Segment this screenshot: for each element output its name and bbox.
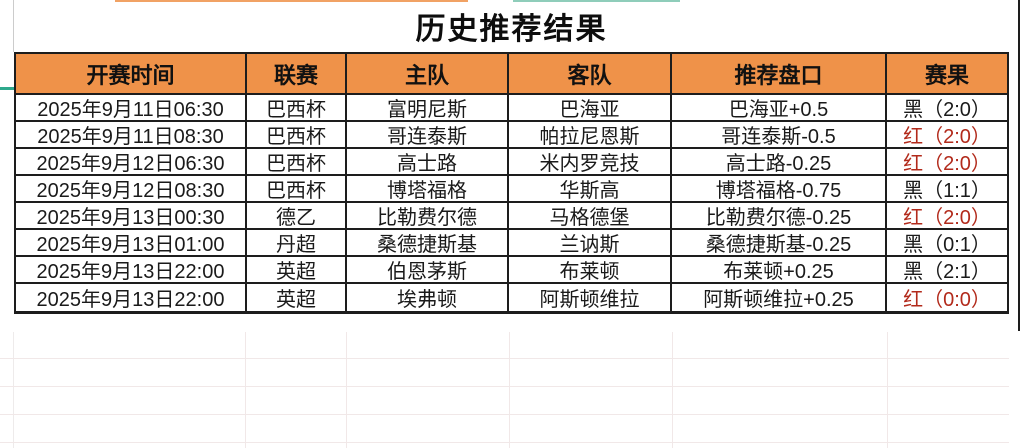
- empty-grid-line: [13, 332, 14, 448]
- cell-league[interactable]: 巴西杯: [247, 149, 347, 176]
- empty-grid-line: [0, 414, 1009, 415]
- cell-handicap[interactable]: 巴海亚+0.5: [672, 95, 887, 122]
- cell-home[interactable]: 富明尼斯: [347, 95, 509, 122]
- selection-edge-line: [0, 87, 14, 90]
- cell-home[interactable]: 伯恩茅斯: [347, 257, 509, 284]
- page-title: 历史推荐结果: [415, 13, 608, 46]
- column-divider-line: [13, 0, 14, 52]
- cell-league[interactable]: 英超: [247, 284, 347, 311]
- cell-time[interactable]: 2025年9月11日08:30: [16, 122, 247, 149]
- cell-result[interactable]: 黑（0:1）: [887, 230, 1007, 257]
- cell-time[interactable]: 2025年9月12日06:30: [16, 149, 247, 176]
- cell-league[interactable]: 丹超: [247, 230, 347, 257]
- cell-time[interactable]: 2025年9月13日22:00: [16, 284, 247, 311]
- cell-result[interactable]: 黑（2:0）: [887, 95, 1007, 122]
- cell-away[interactable]: 华斯高: [509, 176, 672, 203]
- empty-grid-line: [346, 332, 347, 448]
- cell-away[interactable]: 兰讷斯: [509, 230, 672, 257]
- cell-league[interactable]: 英超: [247, 257, 347, 284]
- cell-home[interactable]: 博塔福格: [347, 176, 509, 203]
- cell-handicap[interactable]: 阿斯顿维拉+0.25: [672, 284, 887, 311]
- empty-grid-line: [0, 386, 1009, 387]
- cell-time[interactable]: 2025年9月12日08:30: [16, 176, 247, 203]
- cell-home[interactable]: 哥连泰斯: [347, 122, 509, 149]
- empty-grid-line: [509, 332, 510, 448]
- cell-away[interactable]: 帕拉尼恩斯: [509, 122, 672, 149]
- top-row-remnant-orange: [115, 0, 468, 2]
- title-cell[interactable]: 历史推荐结果: [14, 2, 1009, 50]
- cell-handicap[interactable]: 桑德捷斯基-0.25: [672, 230, 887, 257]
- cell-handicap[interactable]: 高士路-0.25: [672, 149, 887, 176]
- top-row-remnant-teal: [513, 0, 680, 3]
- header-league[interactable]: 联赛: [247, 54, 347, 95]
- cell-time[interactable]: 2025年9月11日06:30: [16, 95, 247, 122]
- adjacent-column-border: [1018, 0, 1020, 331]
- empty-grid-line: [887, 332, 888, 448]
- cell-away[interactable]: 米内罗竞技: [509, 149, 672, 176]
- header-handicap[interactable]: 推荐盘口: [672, 54, 887, 95]
- cell-home[interactable]: 高士路: [347, 149, 509, 176]
- cell-result[interactable]: 黑（2:1）: [887, 257, 1007, 284]
- header-time[interactable]: 开赛时间: [16, 54, 247, 95]
- cell-result[interactable]: 红（2:0）: [887, 203, 1007, 230]
- cell-league[interactable]: 巴西杯: [247, 176, 347, 203]
- empty-grid-line: [0, 442, 1009, 443]
- cell-home[interactable]: 桑德捷斯基: [347, 230, 509, 257]
- cell-time[interactable]: 2025年9月13日00:30: [16, 203, 247, 230]
- cell-league[interactable]: 巴西杯: [247, 95, 347, 122]
- cell-handicap[interactable]: 哥连泰斯-0.5: [672, 122, 887, 149]
- cell-result[interactable]: 红（2:0）: [887, 122, 1007, 149]
- header-result[interactable]: 赛果: [887, 54, 1007, 95]
- cell-away[interactable]: 布莱顿: [509, 257, 672, 284]
- cell-away[interactable]: 马格德堡: [509, 203, 672, 230]
- cell-handicap[interactable]: 比勒费尔德-0.25: [672, 203, 887, 230]
- cell-handicap[interactable]: 布莱顿+0.25: [672, 257, 887, 284]
- cell-away[interactable]: 阿斯顿维拉: [509, 284, 672, 311]
- cell-result[interactable]: 红（2:0）: [887, 149, 1007, 176]
- cell-league[interactable]: 德乙: [247, 203, 347, 230]
- cell-handicap[interactable]: 博塔福格-0.75: [672, 176, 887, 203]
- results-table: 开赛时间 联赛 主队 客队 推荐盘口 赛果 2025年9月11日06:30 巴西杯 富明尼斯 巴海…: [14, 52, 1009, 314]
- cell-home[interactable]: 比勒费尔德: [347, 203, 509, 230]
- empty-grid-line: [0, 358, 1009, 359]
- cell-time[interactable]: 2025年9月13日22:00: [16, 257, 247, 284]
- cell-league[interactable]: 巴西杯: [247, 122, 347, 149]
- cell-result[interactable]: 红（0:0）: [887, 284, 1007, 311]
- header-home[interactable]: 主队: [347, 54, 509, 95]
- empty-grid-line: [245, 332, 246, 448]
- cell-home[interactable]: 埃弗顿: [347, 284, 509, 311]
- header-away[interactable]: 客队: [509, 54, 672, 95]
- cell-away[interactable]: 巴海亚: [509, 95, 672, 122]
- cell-result[interactable]: 黑（1:1）: [887, 176, 1007, 203]
- cell-time[interactable]: 2025年9月13日01:00: [16, 230, 247, 257]
- empty-grid-line: [672, 332, 673, 448]
